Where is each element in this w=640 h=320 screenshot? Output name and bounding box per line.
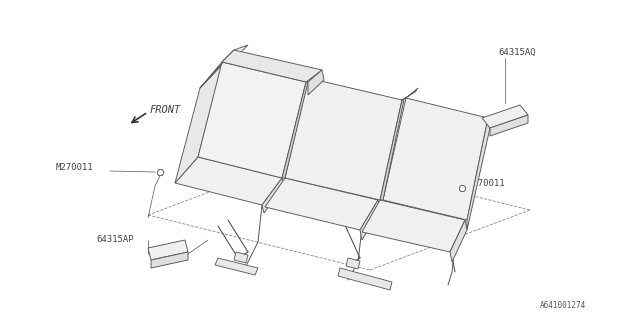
Polygon shape xyxy=(308,70,324,95)
Polygon shape xyxy=(175,65,222,183)
Polygon shape xyxy=(222,50,322,82)
Polygon shape xyxy=(402,88,418,100)
Polygon shape xyxy=(467,118,490,230)
Text: 64315AQ: 64315AQ xyxy=(498,47,536,57)
Polygon shape xyxy=(148,240,188,260)
Polygon shape xyxy=(222,45,248,62)
Polygon shape xyxy=(200,50,234,88)
Polygon shape xyxy=(175,157,282,205)
Polygon shape xyxy=(450,220,467,262)
Polygon shape xyxy=(380,100,404,200)
Polygon shape xyxy=(151,252,188,268)
Polygon shape xyxy=(383,98,488,220)
Polygon shape xyxy=(234,252,248,263)
Polygon shape xyxy=(282,82,308,178)
Polygon shape xyxy=(360,200,380,240)
Polygon shape xyxy=(262,178,284,213)
Polygon shape xyxy=(482,105,528,128)
Polygon shape xyxy=(490,115,528,136)
Polygon shape xyxy=(265,178,378,230)
Polygon shape xyxy=(346,258,360,269)
Polygon shape xyxy=(215,258,258,275)
Polygon shape xyxy=(338,268,392,290)
Text: FRONT: FRONT xyxy=(150,105,181,115)
Text: A641001274: A641001274 xyxy=(540,300,586,309)
Text: 64315AP: 64315AP xyxy=(96,236,134,244)
Polygon shape xyxy=(285,78,402,200)
Text: M270011: M270011 xyxy=(468,179,506,188)
Polygon shape xyxy=(198,62,306,178)
Polygon shape xyxy=(362,200,465,252)
Text: M270011: M270011 xyxy=(56,164,93,172)
